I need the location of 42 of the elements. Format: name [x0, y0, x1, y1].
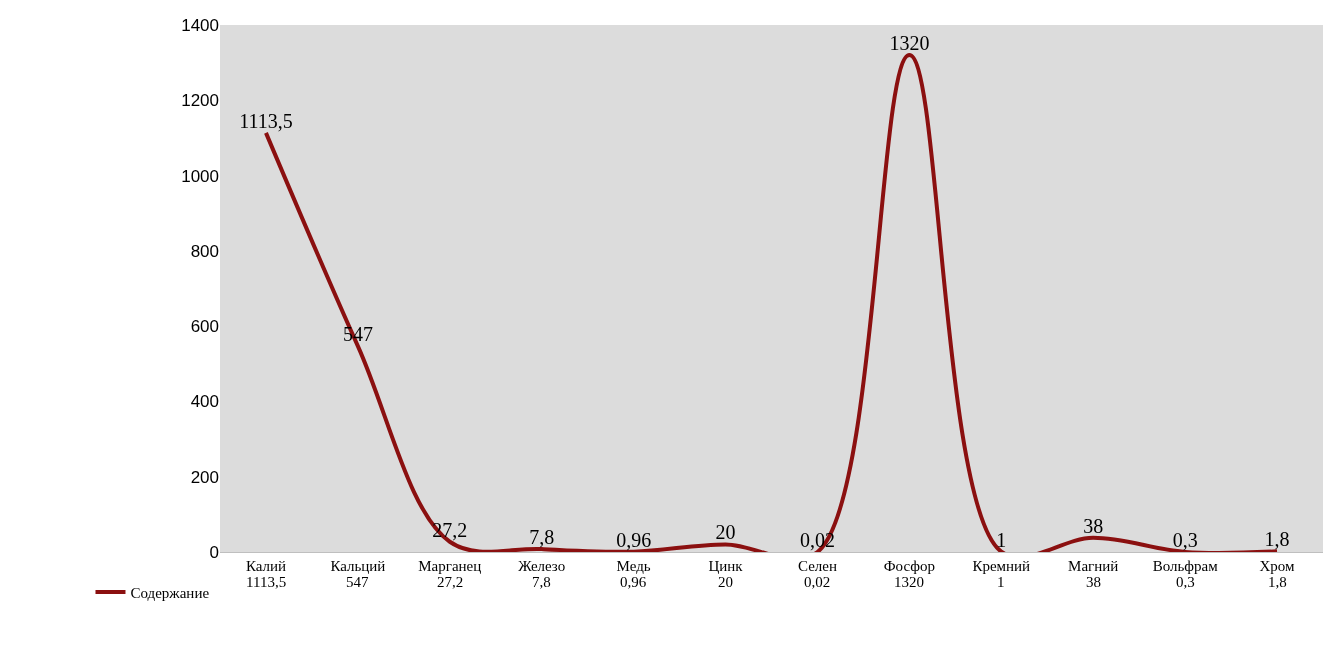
- y-tick-label: 400: [190, 392, 219, 412]
- x-tick-label: Калий: [245, 558, 287, 574]
- data-label: 38: [1086, 574, 1101, 590]
- y-tick-label: 1000: [181, 166, 219, 186]
- y-tick-label: 1200: [181, 91, 219, 111]
- text: 0,3: [1172, 528, 1198, 551]
- data-label: 0,3: [1176, 574, 1195, 590]
- x-tick-label: Селен: [797, 558, 837, 574]
- text: 38: [1083, 514, 1104, 537]
- x-tick-label: Кальций: [330, 558, 386, 574]
- data-label: 0,02: [804, 574, 831, 590]
- data-label: 1,8: [1268, 574, 1287, 590]
- x-tick-label: Фосфор: [883, 558, 936, 574]
- y-tick-label: 200: [190, 467, 219, 487]
- text: 1: [996, 528, 1007, 551]
- data-label: 1113,5: [246, 574, 287, 590]
- data-label: 547: [346, 574, 369, 590]
- y-tick-label: 600: [190, 317, 219, 337]
- text: 1,8: [1264, 528, 1290, 551]
- data-label: 20: [718, 574, 733, 590]
- x-tick-label: Марганец: [418, 558, 482, 574]
- legend-label: Содержание: [130, 584, 210, 601]
- text: 1113,5: [239, 109, 293, 132]
- data-label: 7,8: [532, 574, 551, 590]
- x-tick-label: Кремний: [972, 558, 1031, 574]
- x-tick-label: Хром: [1259, 558, 1296, 574]
- x-tick-label: Медь: [616, 558, 651, 574]
- text: 0,96: [616, 528, 652, 551]
- y-tick-label: 0: [209, 542, 219, 562]
- text: 7,8: [529, 526, 555, 549]
- data-label: 1: [997, 574, 1005, 590]
- x-tick-label: Цинк: [708, 558, 744, 574]
- y-tick-label: 1400: [181, 15, 219, 35]
- y-tick-label: 800: [190, 241, 219, 261]
- text: 20: [715, 521, 736, 544]
- data-label: 27,2: [437, 574, 464, 590]
- data-label: 0,96: [620, 574, 647, 590]
- text: 1320: [889, 32, 930, 55]
- x-tick-label: Вольфрам: [1152, 558, 1219, 574]
- x-tick-label: Магний: [1068, 558, 1119, 574]
- x-tick-label: Железо: [518, 558, 566, 574]
- data-label: 1320: [894, 574, 924, 590]
